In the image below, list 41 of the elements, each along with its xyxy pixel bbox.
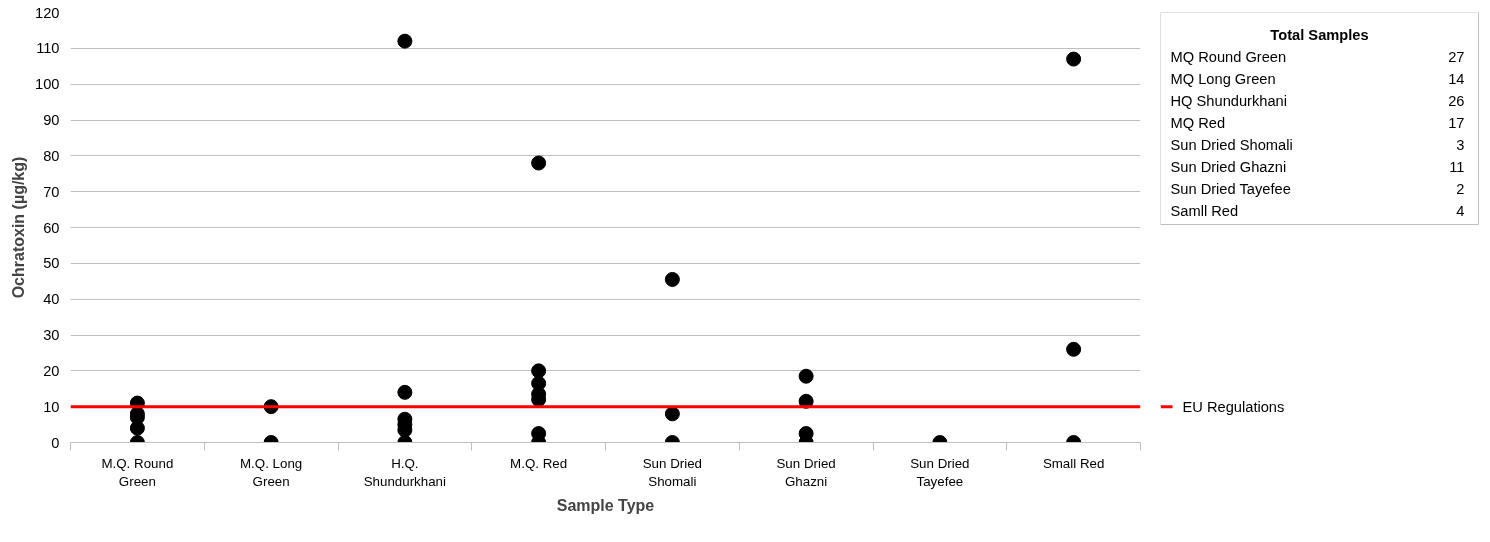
text: MQ Red <box>1170 114 1226 131</box>
y-tick-label: 10 <box>43 398 60 415</box>
y-tick-label: 40 <box>43 291 60 308</box>
y-tick-label: 0 <box>51 434 60 451</box>
y-tick-label: 50 <box>43 255 60 272</box>
text: Sun Dried Tayefee <box>1170 180 1291 197</box>
y-tick-label: 100 <box>35 76 60 93</box>
text: 11 <box>1449 158 1465 175</box>
y-axis-title: Ochratoxin (µg/kg) <box>10 156 28 299</box>
y-tick-label: 30 <box>43 327 60 343</box>
x-tick-label: Sun Dried Ghazni <box>776 455 836 489</box>
x-axis-title: Sample Type <box>556 496 655 514</box>
text: 4 <box>1456 202 1465 219</box>
text: 26 <box>1448 92 1465 109</box>
x-tick-label: M.Q. Round Green <box>101 455 174 489</box>
text: 3 <box>1456 136 1465 153</box>
ref-line-label: EU Regulations <box>1182 398 1285 415</box>
text: Total Samples <box>1270 26 1369 43</box>
y-tick-label: 70 <box>43 183 60 200</box>
text: MQ Long Green <box>1170 70 1276 87</box>
x-tick-label: M.Q. Red <box>510 455 568 471</box>
y-tick-label: 90 <box>43 112 60 128</box>
text: 27 <box>1448 48 1465 65</box>
x-tick-label: Sun Dried Tayefee <box>910 455 970 489</box>
y-tick-label: 60 <box>43 219 60 236</box>
text: Samll Red <box>1170 202 1239 219</box>
y-tick-label: 120 <box>35 4 60 21</box>
y-tick-label: 110 <box>36 40 60 57</box>
text: HQ Shundurkhani <box>1170 92 1288 109</box>
text: Sun Dried Shomali <box>1170 136 1293 153</box>
x-tick-label: Small Red <box>1042 455 1105 471</box>
x-tick-label: Sun Dried Shomali <box>642 455 703 489</box>
text: 17 <box>1448 114 1465 131</box>
x-tick-label: H.Q. Shundurkhani <box>363 455 447 489</box>
y-tick-label: 20 <box>43 362 60 379</box>
x-tick-label: M.Q. Long Green <box>240 455 303 489</box>
text: 14 <box>1448 70 1465 87</box>
text: 2 <box>1456 180 1465 197</box>
text: Sun Dried Ghazni <box>1170 158 1287 175</box>
text: MQ Round Green <box>1170 48 1287 65</box>
y-tick-label: 80 <box>43 147 60 164</box>
